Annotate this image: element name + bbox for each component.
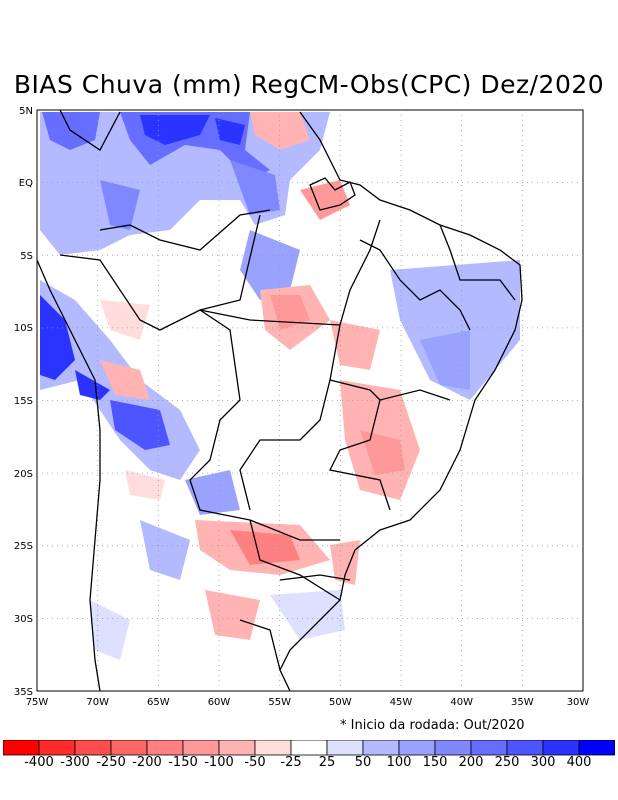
anomaly-field [40, 112, 520, 660]
colorbar-label: 200 [458, 755, 484, 770]
latitude-labels: 5N EQ 5S 10S 15S 20S 25S 30S 35S [14, 106, 33, 698]
colorbar-swatch [290, 740, 328, 756]
wet-core-north-3 [140, 115, 210, 145]
wet-core-west-3 [110, 400, 170, 450]
state-border-9 [239, 619, 281, 671]
state-border-8 [249, 519, 351, 581]
state-border-1 [199, 219, 381, 326]
colorbar-label: 50 [354, 755, 372, 770]
wet-core-north-4 [215, 118, 245, 145]
colorbar-label: 150 [422, 755, 448, 770]
colorbar-label: 250 [494, 755, 520, 770]
chart-title: BIAS Chuva (mm) RegCM-Obs(CPC) Dez/2020 [13, 70, 605, 99]
colorbar-swatch [326, 740, 364, 756]
brazil-west-border [59, 209, 341, 601]
colorbar-swatch [38, 740, 76, 756]
colorbar-swatch [218, 740, 256, 756]
colorbar-label: -400 [24, 755, 54, 770]
lon-label: 70W [86, 697, 109, 708]
colorbar-label: -200 [132, 755, 162, 770]
colorbar-swatch [182, 740, 220, 756]
lon-label: 40W [450, 697, 473, 708]
wet-core-north-5 [100, 180, 140, 230]
lat-label: EQ [19, 178, 33, 189]
colorbar-label: -150 [168, 755, 198, 770]
coastlines-borders [37, 110, 523, 691]
wet-core-west-1 [40, 295, 75, 380]
run-start-note: * Inicio da rodada: Out/2020 [340, 718, 525, 733]
west-coast [37, 259, 101, 691]
lat-label: 5N [19, 106, 33, 117]
wet-core-midwest [185, 470, 240, 515]
state-border-2 [199, 214, 261, 311]
colorbar-swatch [434, 740, 472, 756]
colorbar-label: 100 [386, 755, 412, 770]
colorbar-label: -100 [204, 755, 234, 770]
longitude-labels: 75W 70W 65W 60W 55W 50W 45W 40W 35W 30W [26, 697, 590, 708]
lat-label: 35S [14, 687, 33, 698]
colorbar-labels: -400 -300 -250 -200 -150 -100 -50 -25 25… [0, 755, 618, 773]
dry-bolivia [100, 360, 150, 400]
wet-rs [270, 590, 345, 640]
dry-tocantins [330, 320, 380, 370]
state-border-6 [359, 239, 471, 331]
dry-rondonia [100, 300, 150, 340]
dry-parana-core [230, 530, 300, 565]
state-border-7 [439, 224, 516, 301]
lat-label: 25S [14, 541, 33, 552]
dry-argentina [125, 470, 165, 500]
lon-label: 30W [567, 697, 590, 708]
wet-core-central [240, 230, 300, 300]
colorbar-swatch [398, 740, 436, 756]
wet-northeast [390, 260, 520, 400]
dry-coast-sp [330, 540, 360, 585]
colorbar-swatch [74, 740, 112, 756]
lat-label: 5S [20, 251, 33, 262]
lon-label: 35W [511, 697, 534, 708]
lat-label: 20S [14, 469, 33, 480]
colorbar-label: 25 [318, 755, 336, 770]
state-border-5 [329, 399, 391, 511]
colorbar-swatch [470, 740, 508, 756]
colorbar-label: -250 [96, 755, 126, 770]
colorbar-swatch [542, 740, 580, 756]
colorbar-label: 300 [530, 755, 556, 770]
lat-label: 10S [14, 323, 33, 334]
state-border-3 [239, 324, 341, 511]
colorbar [3, 740, 615, 756]
colorbar-swatch [146, 740, 184, 756]
colorbar-label: -300 [60, 755, 90, 770]
lon-label: 45W [390, 697, 413, 708]
colorbar-label: -25 [280, 755, 302, 770]
dry-sudeste-core [360, 430, 405, 475]
lon-label: 60W [208, 697, 231, 708]
colorbar-swatch [254, 740, 292, 756]
wet-argentina [90, 600, 130, 660]
wet-core-west-2 [75, 370, 110, 400]
colorbar-label: 400 [566, 755, 592, 770]
colorbar-swatch [110, 740, 148, 756]
colorbar-label: -50 [244, 755, 266, 770]
wet-core-north-6 [230, 160, 280, 215]
wet-east-coast [420, 330, 470, 390]
colorbar-swatch [578, 740, 615, 756]
colorbar-swatch [362, 740, 400, 756]
lon-label: 55W [268, 697, 291, 708]
lon-label: 50W [329, 697, 352, 708]
lon-label: 65W [147, 697, 170, 708]
lon-label: 75W [26, 697, 49, 708]
lat-label: 15S [14, 396, 33, 407]
graticule [37, 110, 583, 691]
lat-label: 30S [14, 614, 33, 625]
colorbar-swatch [3, 740, 40, 756]
amazon-mouth [309, 177, 356, 211]
dry-uruguay [205, 590, 260, 640]
wet-core-south [140, 520, 190, 580]
colorbar-swatch [506, 740, 544, 756]
